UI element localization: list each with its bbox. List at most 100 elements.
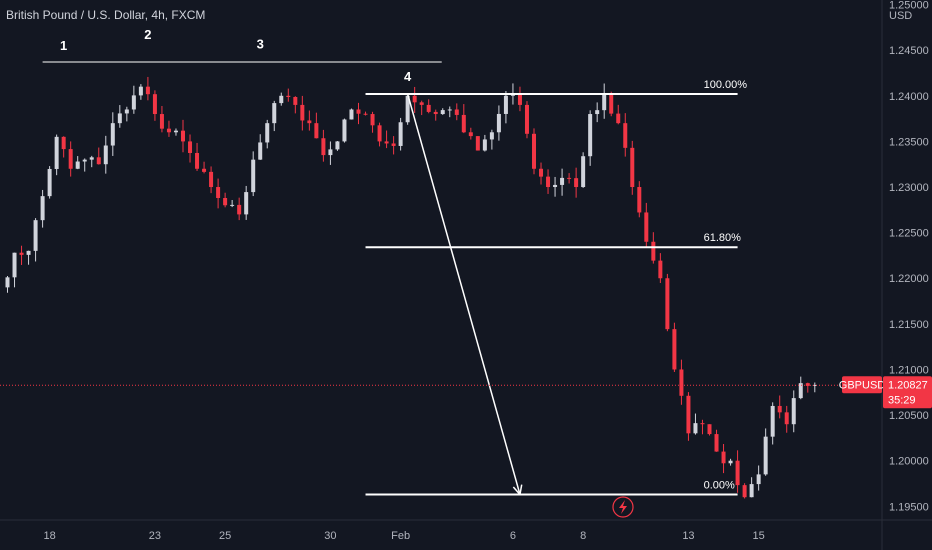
trend-arrow[interactable] — [406, 93, 521, 495]
candle — [33, 218, 38, 262]
candle — [532, 128, 536, 175]
candle — [265, 119, 270, 149]
candle — [567, 173, 572, 184]
candle — [461, 104, 466, 134]
candle — [321, 129, 326, 162]
x-tick-label: 23 — [149, 530, 161, 542]
arrow-head — [519, 484, 523, 495]
candle — [26, 250, 31, 265]
currency-label: USD — [889, 10, 912, 22]
lightning-bolt-icon[interactable] — [612, 496, 634, 518]
candle — [700, 419, 705, 435]
y-tick-label: 1.23000 — [889, 182, 929, 194]
x-tick-label: 25 — [219, 530, 231, 542]
candle — [117, 105, 122, 128]
candle — [370, 111, 375, 133]
candle — [237, 197, 242, 221]
candle — [391, 136, 396, 155]
x-tick-label: 6 — [510, 530, 516, 542]
candle — [279, 92, 284, 106]
candle — [553, 176, 558, 197]
candle — [159, 105, 164, 133]
candle — [721, 443, 726, 474]
candle — [665, 273, 670, 332]
candle — [328, 141, 333, 165]
wave-label: 3 — [257, 36, 264, 51]
candle — [363, 111, 368, 116]
symbol-badge-text: GBPUSD — [839, 379, 886, 391]
candle — [707, 424, 712, 436]
candle — [524, 101, 529, 139]
candle — [546, 169, 551, 194]
candle — [503, 91, 508, 124]
candle — [68, 141, 73, 177]
candle — [209, 166, 214, 194]
candle — [251, 151, 256, 197]
candle — [475, 136, 480, 151]
y-tick-label: 1.24000 — [889, 91, 929, 103]
arrow-head — [512, 486, 521, 495]
candle — [686, 392, 691, 441]
candle — [447, 106, 452, 118]
candle — [110, 112, 115, 156]
x-tick-label: 18 — [43, 530, 55, 542]
candle — [293, 96, 298, 114]
candle — [300, 95, 305, 131]
candle — [539, 162, 544, 185]
candle — [272, 100, 277, 132]
candle — [349, 108, 354, 120]
candle — [749, 477, 754, 498]
candle — [307, 110, 312, 131]
candle — [419, 100, 424, 116]
candle — [398, 117, 403, 151]
time-axis[interactable]: 18 23 25 30 Feb 6 8 13 15 — [0, 519, 932, 542]
candle — [440, 108, 445, 115]
wave-label: 4 — [404, 69, 412, 84]
candle — [798, 376, 803, 400]
candle — [602, 83, 607, 119]
fib-level-label: 0.00% — [704, 479, 735, 491]
candle — [595, 102, 600, 123]
drawings[interactable]: 100.00% 61.80% 0.00% 1 2 3 4 — [0, 27, 882, 496]
countdown-text: 35:29 — [888, 394, 916, 406]
candle — [89, 155, 94, 168]
candle — [454, 103, 459, 121]
candle — [426, 99, 431, 114]
candle — [342, 118, 347, 143]
candle — [152, 90, 157, 121]
candle — [96, 147, 101, 165]
candle — [173, 128, 178, 136]
last-price-text: 1.20827 — [888, 379, 928, 391]
candle — [735, 450, 740, 493]
price-badges: GBPUSD 1.20827 35:29 — [839, 376, 932, 409]
candle — [314, 112, 319, 139]
candle — [230, 200, 235, 208]
candle — [482, 134, 487, 152]
candle — [770, 402, 775, 445]
candle — [202, 161, 207, 174]
candle — [679, 359, 684, 405]
candle — [216, 178, 221, 209]
candle — [188, 134, 193, 163]
candle — [742, 483, 747, 499]
candle — [138, 84, 143, 100]
candle — [714, 429, 719, 452]
candle — [756, 465, 761, 491]
candle — [335, 140, 340, 151]
candle — [630, 140, 635, 195]
candle — [223, 192, 228, 208]
candle — [145, 76, 150, 101]
candle — [5, 276, 10, 293]
candle — [728, 458, 733, 466]
candle — [166, 120, 171, 137]
candle — [19, 245, 24, 265]
y-tick-label: 1.20500 — [889, 410, 929, 422]
candle — [763, 428, 768, 476]
candle — [489, 129, 494, 150]
candle — [195, 142, 200, 171]
candle — [581, 152, 586, 188]
candle — [560, 168, 565, 196]
candle — [61, 136, 66, 158]
